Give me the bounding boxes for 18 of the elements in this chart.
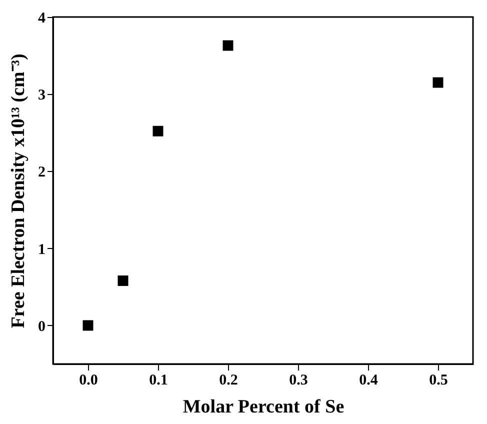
point [82,320,94,331]
x-tick-label: 0.3 [289,372,308,388]
x-tick-label: 0.2 [219,372,238,388]
y-tick-label: 3 [38,88,46,104]
x-tick-label: 0.1 [149,372,168,388]
x-axis-title: Molar Percent of Se [182,396,344,418]
y-tick-label: 4 [38,10,46,26]
x-tick-label: 0.5 [429,372,448,388]
point [152,126,164,136]
y-tick-label: 1 [38,242,46,258]
point [222,40,234,51]
point [118,275,128,286]
y-axis-title: Free Electron Density x10¹³ (cm⁻³) [8,54,29,328]
y-tick-label: 2 [38,164,46,181]
x-tick-label: 0.4 [359,372,378,388]
point [432,77,444,88]
y-tick-label: 0 [38,318,46,335]
x-tick-label: 0.0 [79,372,98,388]
